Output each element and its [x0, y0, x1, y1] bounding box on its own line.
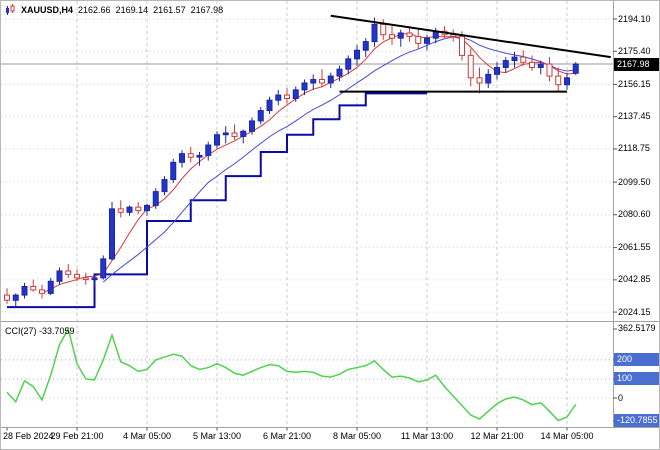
- chart-header: XAUUSD,H4 2162.66 2169.14 2161.57 2167.9…: [5, 4, 223, 15]
- ohlc-close-value: 2167.98: [190, 4, 224, 15]
- price-tick-label: 2024.15: [618, 306, 651, 317]
- cci-indicator-label: CCI(27) -33.7059: [5, 326, 75, 336]
- price-tick-label: 2194.10: [618, 13, 651, 24]
- price-tick-label: 2061.55: [618, 242, 651, 253]
- symbol-timeframe-label: XAUUSD,H4: [21, 4, 74, 15]
- time-label: 12 Mar 21:00: [470, 431, 524, 441]
- time-label: 28 Feb 2024: [3, 431, 54, 441]
- time-label: 6 Mar 21:00: [262, 431, 312, 441]
- price-tick-label: 2156.15: [618, 78, 651, 89]
- time-label: 5 Mar 13:00: [192, 431, 242, 441]
- price-tick-label: 2118.75: [618, 143, 650, 154]
- current-price-tag: 2167.98: [614, 57, 659, 71]
- time-label: 4 Mar 05:00: [122, 431, 172, 441]
- ohlc-low-value: 2161.57: [153, 4, 186, 15]
- cci-axis-label: 362.5179: [618, 323, 656, 334]
- cci-axis-label: 0: [618, 392, 624, 403]
- time-label: 8 Mar 05:00: [332, 431, 382, 441]
- price-tick-label: 2175.40: [618, 45, 651, 56]
- ohlc-high-value: 2169.14: [115, 4, 149, 15]
- ohlc-open-value: 2162.66: [78, 4, 111, 15]
- time-label: 11 Mar 13:00: [400, 431, 454, 441]
- cci-level-badge: 200: [614, 353, 659, 367]
- price-tick-label: 2080.60: [618, 209, 651, 220]
- time-label: 29 Feb 21:00: [50, 431, 104, 441]
- cci-level-badge: 100: [614, 372, 659, 386]
- time-label: 14 Mar 05:00: [540, 431, 594, 441]
- price-tick-label: 2099.50: [618, 176, 651, 187]
- candlestick-icon: [6, 4, 15, 15]
- price-tick-label: 2137.45: [618, 111, 651, 122]
- price-tick-label: 2042.85: [618, 274, 651, 285]
- cci-level-badge: -120.7855: [614, 414, 659, 428]
